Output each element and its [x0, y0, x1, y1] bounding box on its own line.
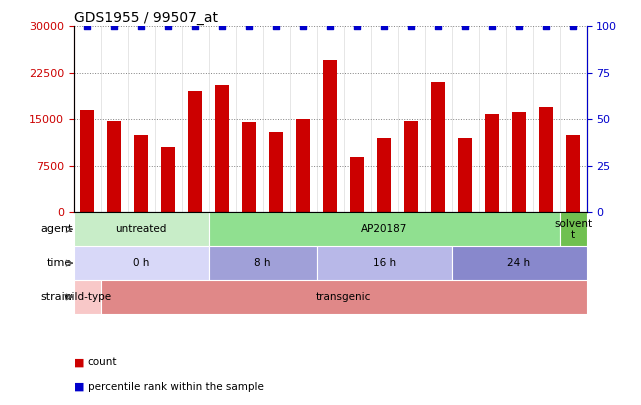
Bar	[74, 212, 209, 246]
Bar	[81, 110, 94, 212]
Bar	[74, 280, 101, 314]
Bar	[351, 157, 364, 212]
Bar	[188, 92, 202, 212]
Point	[190, 23, 200, 30]
Bar	[215, 85, 229, 212]
Bar	[560, 212, 587, 246]
Bar	[451, 246, 587, 280]
Text: count: count	[88, 358, 117, 367]
Point	[406, 23, 416, 30]
Text: untreated: untreated	[115, 224, 167, 234]
Point	[109, 23, 119, 30]
Bar	[269, 132, 283, 212]
Text: wild-type: wild-type	[63, 292, 112, 302]
Text: 8 h: 8 h	[254, 258, 271, 268]
Bar	[431, 82, 445, 212]
Point	[271, 23, 281, 30]
Bar	[108, 121, 121, 212]
Point	[541, 23, 551, 30]
Bar	[323, 60, 337, 212]
Bar	[242, 122, 256, 212]
Text: solvent
t: solvent t	[554, 219, 592, 240]
Text: AP20187: AP20187	[361, 224, 407, 234]
Bar	[74, 246, 209, 280]
Text: time: time	[47, 258, 72, 268]
Point	[433, 23, 443, 30]
Text: GDS1955 / 99507_at: GDS1955 / 99507_at	[74, 11, 218, 25]
Bar	[209, 212, 560, 246]
Text: strain: strain	[40, 292, 72, 302]
Point	[568, 23, 578, 30]
Text: percentile rank within the sample: percentile rank within the sample	[88, 382, 263, 392]
Bar	[539, 107, 553, 212]
Point	[136, 23, 146, 30]
Point	[163, 23, 173, 30]
Bar	[378, 138, 391, 212]
Bar	[404, 121, 418, 212]
Bar	[209, 246, 317, 280]
Text: 24 h: 24 h	[508, 258, 531, 268]
Bar	[135, 135, 148, 212]
Bar	[162, 147, 175, 212]
Point	[460, 23, 470, 30]
Bar	[485, 114, 499, 212]
Bar	[566, 135, 579, 212]
Point	[217, 23, 228, 30]
Bar	[296, 119, 310, 212]
Bar	[317, 246, 451, 280]
Point	[244, 23, 254, 30]
Point	[379, 23, 389, 30]
Text: 16 h: 16 h	[372, 258, 395, 268]
Text: agent: agent	[40, 224, 72, 234]
Point	[298, 23, 308, 30]
Point	[352, 23, 362, 30]
Point	[514, 23, 524, 30]
Text: transgenic: transgenic	[316, 292, 371, 302]
Text: ■: ■	[74, 358, 84, 367]
Bar	[458, 138, 472, 212]
Point	[82, 23, 92, 30]
Point	[325, 23, 335, 30]
Point	[487, 23, 497, 30]
Text: ■: ■	[74, 382, 84, 392]
Text: 0 h: 0 h	[133, 258, 149, 268]
Bar	[512, 112, 526, 212]
